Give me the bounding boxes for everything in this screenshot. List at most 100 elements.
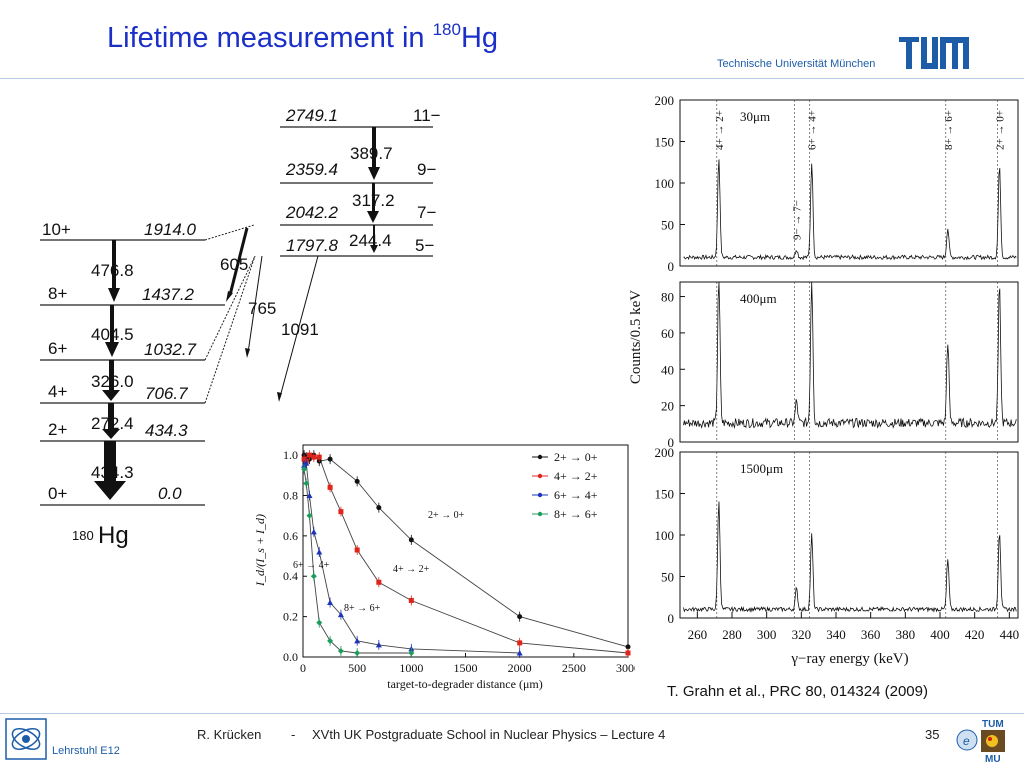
transition-label: 4+ → 2+: [714, 110, 726, 150]
data-point: [327, 599, 334, 605]
university-name: Technische Universität München: [717, 58, 876, 70]
y-tick-label: 150: [655, 487, 675, 502]
decay-xlabel: target-to-degrader distance (μm): [387, 677, 542, 691]
footer-mu-logo: MU: [985, 754, 1001, 764]
x-tick-label: 260: [688, 627, 708, 642]
spectrum-trace: [683, 281, 1017, 430]
data-point: [327, 456, 333, 462]
data-point: [354, 547, 360, 553]
transition-389: 389.7: [350, 144, 393, 163]
distance-label: 1500μm: [740, 461, 783, 476]
level-energy-7m: 2042.2: [285, 203, 339, 222]
distance-label: 30μm: [740, 109, 770, 124]
spectrum-trace: [683, 159, 1017, 261]
spectra-ylabel: Counts/0.5 keV: [628, 290, 644, 384]
legend-label: 8+ → 6+: [554, 507, 598, 521]
y-tick-label: 0: [668, 435, 675, 450]
chair-name: Lehrstuhl E12: [52, 745, 120, 757]
data-point: [354, 478, 360, 484]
citation: T. Grahn et al., PRC 80, 014324 (2009): [667, 683, 928, 700]
title-element: Hg: [460, 22, 499, 54]
data-point: [376, 505, 382, 511]
x-tick-label: 420: [965, 627, 985, 642]
level-spin-0: 0+: [48, 484, 67, 503]
spectrum-trace: [683, 501, 1017, 613]
x-tick-label: 500: [348, 661, 366, 675]
data-point: [354, 637, 361, 644]
transition-272: 272.4: [91, 414, 134, 433]
curve-annotation: 8+ → 6+: [344, 603, 381, 614]
page-number: 35: [925, 727, 940, 742]
x-tick-label: 0: [300, 661, 306, 675]
level-energy-2: 434.3: [145, 421, 188, 440]
transition-label: 8+ → 6+: [943, 110, 955, 150]
transition-label: 6+ → 4+: [807, 110, 819, 150]
footer-rule: [0, 713, 1024, 714]
legend-marker: [537, 511, 543, 517]
x-tick-label: 320: [792, 627, 812, 642]
curve-annotation: 2+ → 0+: [428, 510, 465, 521]
level-scheme: 0+ 0.0 2+ 434.3 4+ 706.7 6+ 1032.7 8+ 14…: [40, 106, 441, 549]
level-energy-4: 706.7: [145, 384, 188, 403]
y-tick-label: 0.8: [283, 488, 298, 502]
title-mass-number: 180: [432, 20, 461, 39]
data-point: [376, 579, 382, 585]
transition-label: 9− → 7−: [791, 200, 803, 240]
header-rule: [0, 78, 1024, 79]
footer-lecture: XVth UK Postgraduate School in Nuclear P…: [312, 727, 666, 742]
data-point: [303, 460, 310, 466]
level-spin-7m: 7−: [417, 203, 436, 222]
x-tick-label: 380: [896, 627, 916, 642]
footer-logos: e TUM MU: [956, 718, 1005, 764]
level-energy-10: 1914.0: [144, 220, 197, 239]
transition-434: 434.3: [91, 463, 134, 482]
x-tick-label: 400: [930, 627, 950, 642]
spectrum-panel: [679, 451, 1019, 619]
e12-logo: [5, 718, 47, 760]
transition-1091: 1091: [281, 320, 319, 339]
y-tick-label: 100: [655, 176, 675, 191]
x-tick-label: 280: [722, 627, 742, 642]
data-point: [337, 611, 344, 618]
legend-label: 2+ → 0+: [554, 450, 598, 464]
spectra-xlabel: γ−ray energy (keV): [790, 651, 908, 667]
y-tick-label: 50: [661, 218, 674, 233]
data-point: [327, 637, 334, 644]
data-point: [311, 454, 317, 460]
level-spin-11m: 11−: [413, 106, 441, 125]
transition-244: 244.4: [349, 231, 392, 250]
y-tick-label: 0.4: [283, 569, 298, 583]
distance-label: 400μm: [740, 291, 777, 306]
level-spin-10: 10+: [42, 220, 71, 239]
data-point: [303, 480, 310, 487]
footer-author: R. Krücken: [197, 727, 262, 742]
level-spin-6: 6+: [48, 339, 67, 358]
legend-label: 6+ → 4+: [554, 488, 598, 502]
level-energy-8: 1437.2: [142, 285, 195, 304]
spectrum-panel: [679, 281, 1019, 443]
gamma-spectra: 0 50 100 150 200 30μm 0 20 40 60 80 400μm 0 50 100 150 2…: [628, 93, 1020, 667]
slide-title: Lifetime measurement in 180Hg: [107, 20, 499, 55]
level-spin-4: 4+: [48, 382, 67, 401]
y-tick-label: 100: [655, 528, 675, 543]
level-energy-9m: 2359.4: [285, 160, 338, 179]
data-point: [316, 619, 323, 626]
legend-marker: [537, 454, 543, 460]
data-point: [517, 614, 523, 620]
data-point: [316, 549, 323, 555]
level-spin-5m: 5−: [415, 236, 434, 255]
data-point: [306, 512, 313, 519]
legend-label: 4+ → 2+: [554, 469, 598, 483]
level-spin-8: 8+: [48, 284, 67, 303]
x-tick-label: 340: [826, 627, 846, 642]
transition-404: 404.5: [91, 325, 134, 344]
data-point: [408, 537, 414, 543]
y-tick-label: 0: [668, 259, 675, 274]
decay-ylabel: I_d/(I_s + I_d): [253, 514, 267, 587]
svg-text:e: e: [963, 734, 970, 748]
x-tick-label: 1500: [454, 661, 478, 675]
x-tick-label: 440: [1000, 627, 1020, 642]
data-point: [307, 452, 312, 458]
